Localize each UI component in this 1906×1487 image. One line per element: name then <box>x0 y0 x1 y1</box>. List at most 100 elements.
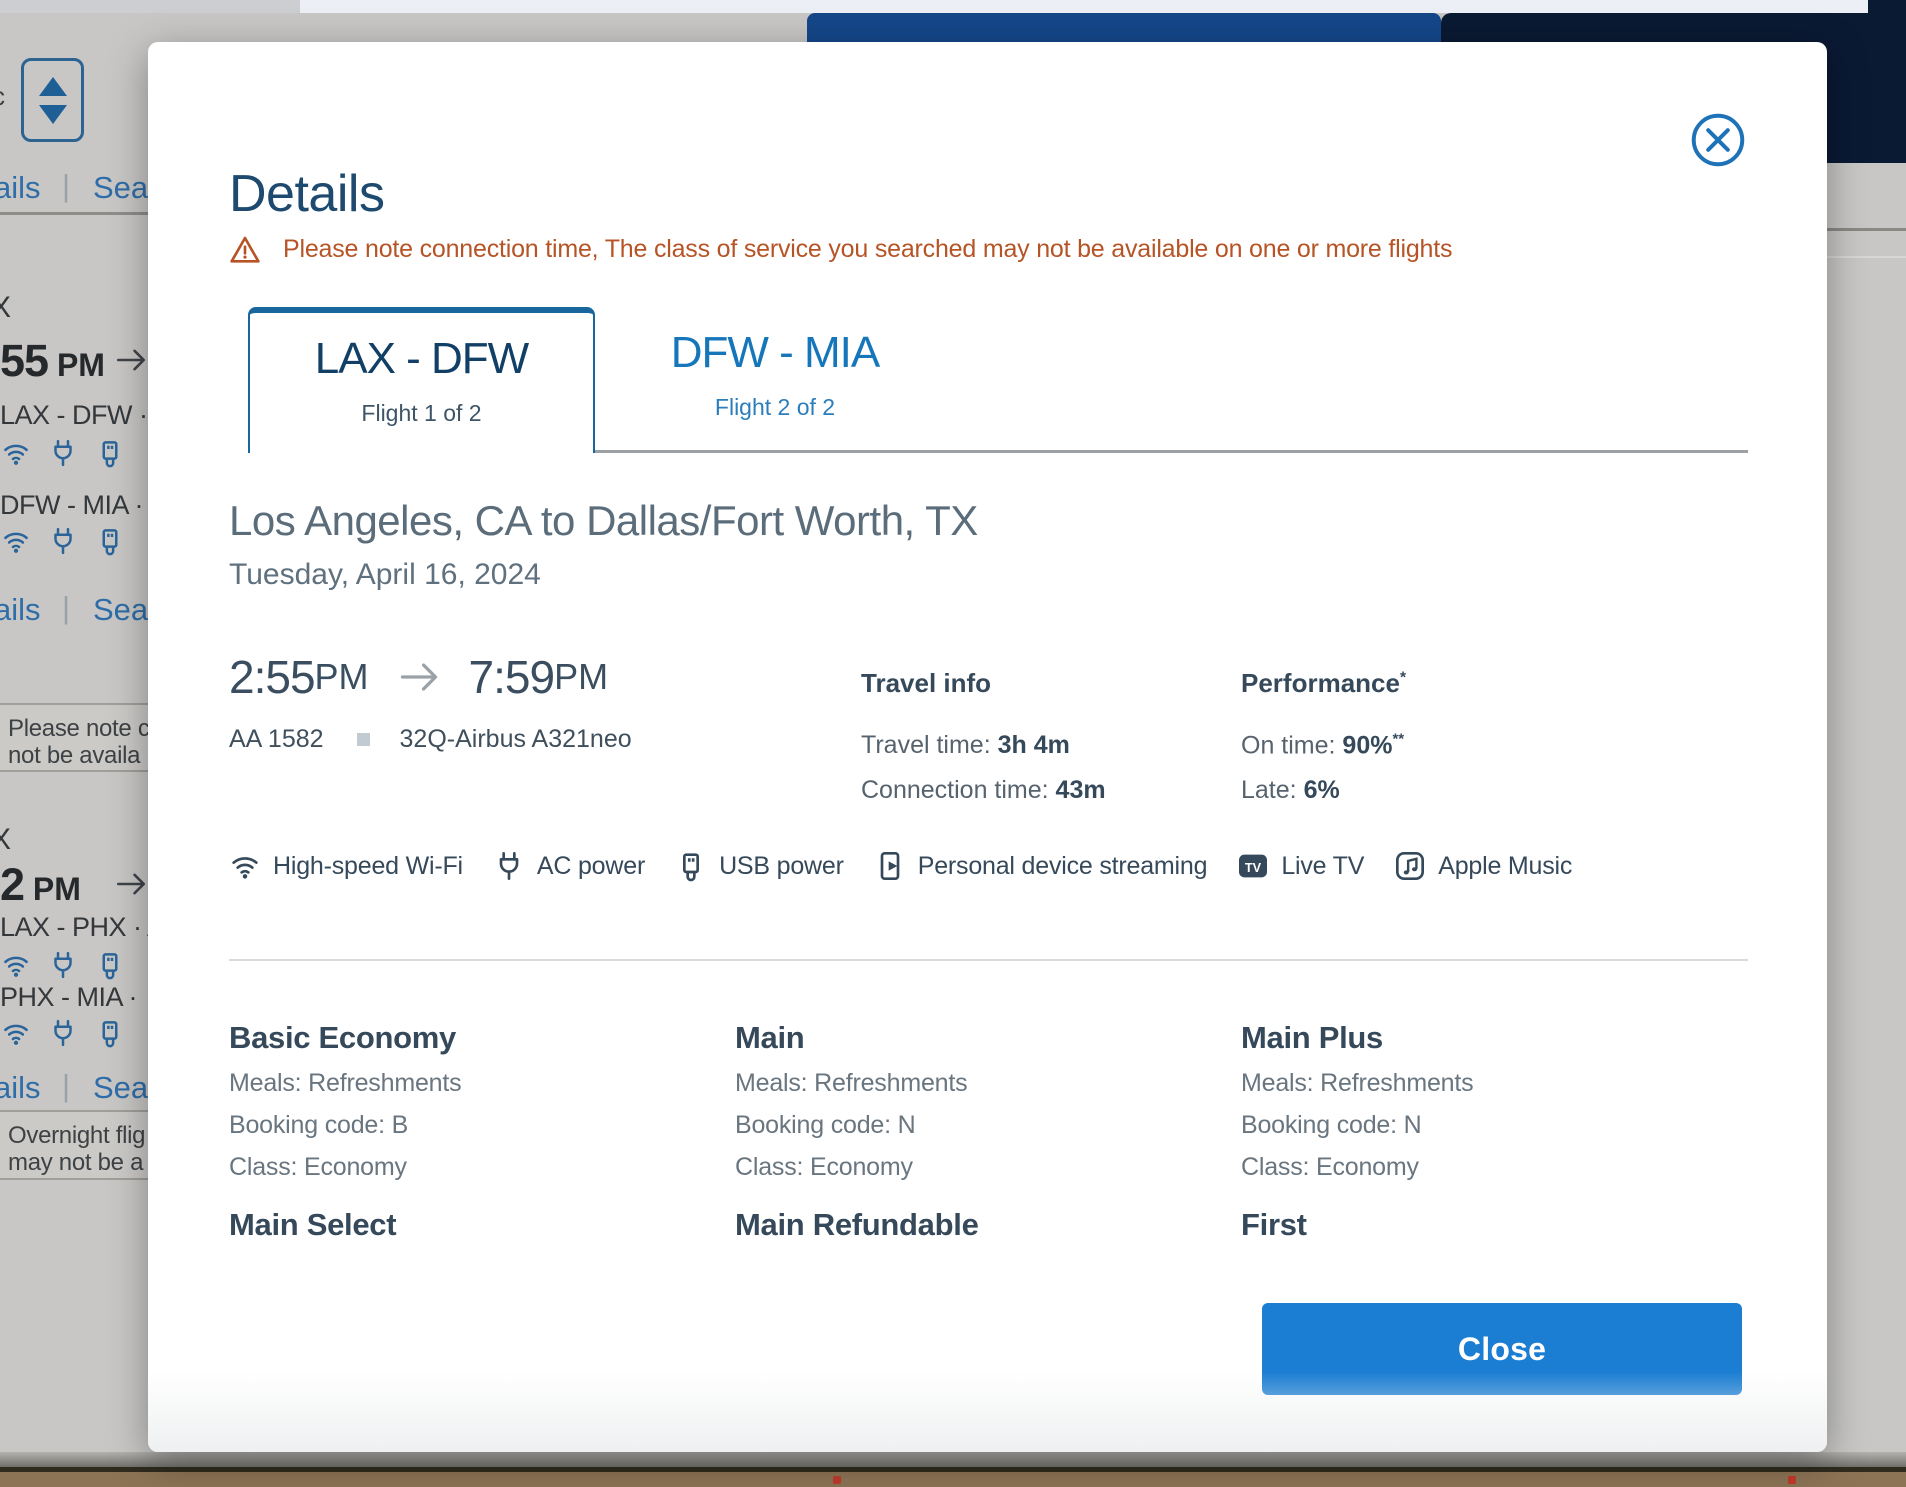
arrow-right-icon <box>397 655 441 699</box>
apple-music-icon <box>1394 850 1426 882</box>
bg-results-column: c ails | Seat X 55 PM LAX - DFW · DFW - … <box>0 13 148 1473</box>
bg-link-divider: | <box>62 590 71 625</box>
bg-top-strip <box>300 0 1868 13</box>
device-streaming-icon <box>874 850 906 882</box>
fare-main: Main Meals: Refreshments Booking code: N… <box>735 1020 968 1181</box>
bg-details-link[interactable]: ails <box>0 170 41 205</box>
amenity-wifi: High-speed Wi-Fi <box>229 850 463 882</box>
close-icon[interactable] <box>1690 112 1746 168</box>
section-divider <box>229 959 1748 961</box>
travel-info-column: Travel info Travel time: 3h 4m Connectio… <box>861 668 1251 805</box>
flight-tabs: LAX - DFW Flight 1 of 2 DFW - MIA Flight… <box>148 307 1827 453</box>
warning-icon <box>229 234 261 266</box>
tab-route-label: LAX - DFW <box>314 334 529 383</box>
bg-navy-corner <box>1868 0 1906 13</box>
performance-column: Performance* On time: 90%** Late: 6% <box>1241 668 1631 805</box>
stepper-up-icon[interactable] <box>38 76 67 96</box>
amenities-row: High-speed Wi-Fi AC power USB power Pers… <box>229 850 1572 882</box>
passenger-stepper[interactable] <box>21 58 84 142</box>
bg-link-divider: | <box>62 1068 71 1103</box>
modal-body: Details Please note connection time, The… <box>148 42 1827 1236</box>
bg-flight1-time: 55 <box>0 335 49 386</box>
bg-partial-glyph: c <box>0 81 5 112</box>
bg-partial-text: X <box>0 291 12 324</box>
wifi-icon <box>1 950 31 980</box>
fare-first: First <box>1241 1207 1307 1236</box>
wifi-icon <box>229 850 261 882</box>
bg-flight1-route-a: LAX - DFW · <box>0 400 148 430</box>
flight-number: AA 1582 <box>229 725 324 753</box>
arrow-right-icon <box>114 343 148 377</box>
bg-seats-link[interactable]: Seat <box>93 170 148 205</box>
taskbar-strip <box>0 1472 1906 1487</box>
departure-meridiem: PM <box>314 656 369 697</box>
amenity-live-tv: TV Live TV <box>1237 850 1364 882</box>
stepper-down-icon[interactable] <box>38 104 67 124</box>
bg-flight2-meridiem: PM <box>24 871 81 907</box>
aircraft-type: 32Q-Airbus A321neo <box>399 725 632 753</box>
wifi-icon <box>1 1018 31 1048</box>
connection-warning: Please note connection time, The class o… <box>229 232 1452 266</box>
bg-flight1-route-b: DFW - MIA · <box>0 490 143 520</box>
bg-header-blue-bar <box>807 13 1441 43</box>
svg-text:TV: TV <box>1245 861 1262 875</box>
bg-seats-link[interactable]: Seat <box>93 1070 148 1105</box>
ac-power-icon <box>493 850 525 882</box>
separator-square <box>356 733 370 746</box>
bg-seats-link[interactable]: Seat <box>93 592 148 627</box>
amenity-apple-music: Apple Music <box>1394 850 1572 882</box>
fare-main-refundable: Main Refundable <box>735 1207 979 1236</box>
wifi-icon <box>1 526 31 556</box>
amenity-device-streaming: Personal device streaming <box>874 850 1208 882</box>
amenity-usb-power: USB power <box>675 850 844 882</box>
fare-basic-economy: Basic Economy Meals: Refreshments Bookin… <box>229 1020 462 1181</box>
tab-route-label: DFW - MIA <box>670 328 881 377</box>
live-tv-icon: TV <box>1239 854 1268 878</box>
usb-power-icon <box>95 1018 125 1048</box>
travel-info-heading: Travel info <box>861 668 992 698</box>
close-button[interactable]: Close <box>1262 1303 1742 1395</box>
bg-details-link[interactable]: ails <box>0 592 41 627</box>
fare-main-select: Main Select <box>229 1207 397 1236</box>
bg-details-link[interactable]: ails <box>0 1070 41 1105</box>
tab-flight-label: Flight 1 of 2 <box>361 400 482 426</box>
bg-top-strip-left <box>0 0 300 13</box>
fare-main-plus: Main Plus Meals: Refreshments Booking co… <box>1241 1020 1474 1181</box>
tab-dfw-mia[interactable]: DFW - MIA Flight 2 of 2 <box>595 307 955 453</box>
arrow-right-icon <box>114 867 148 901</box>
usb-power-icon <box>95 950 125 980</box>
bg-notice-band: Please note c not be availa <box>0 703 148 772</box>
bg-link-divider: | <box>62 168 71 203</box>
bg-flight2-route-b: PHX - MIA · <box>0 982 138 1012</box>
bg-bottom-shadow <box>0 1452 1906 1468</box>
modal-title: Details <box>229 165 385 223</box>
departure-time: 2:55 <box>229 651 316 703</box>
tab-underline <box>595 450 1748 453</box>
bg-notice-band: Overnight flig may not be a <box>0 1110 148 1180</box>
route-heading: Los Angeles, CA to Dallas/Fort Worth, TX <box>229 497 978 544</box>
ac-power-icon <box>48 1018 78 1048</box>
bg-right-seam <box>1827 256 1906 258</box>
bg-divider <box>0 212 148 215</box>
warning-text: Please note connection time, The class o… <box>283 235 1453 263</box>
ac-power-icon <box>48 526 78 556</box>
flight-times: 2:55 PM 7:59 PM <box>229 650 608 704</box>
flight-identity: AA 1582 32Q-Airbus A321neo <box>229 725 632 754</box>
taskbar-speck <box>833 1476 841 1484</box>
tab-lax-dfw[interactable]: LAX - DFW Flight 1 of 2 <box>248 307 595 453</box>
usb-power-icon <box>675 850 707 882</box>
wifi-icon <box>1 438 31 468</box>
bg-partial-text: X <box>0 823 12 856</box>
taskbar-speck <box>1788 1476 1796 1484</box>
bg-flight2-route-a: LAX - PHX · A <box>0 912 148 942</box>
arrival-time: 7:59 <box>468 651 556 703</box>
performance-heading: Performance* <box>1241 668 1407 698</box>
usb-power-icon <box>95 438 125 468</box>
bg-right-seam <box>1827 228 1906 231</box>
arrival-meridiem: PM <box>554 656 609 697</box>
flight-details-modal: Details Please note connection time, The… <box>148 42 1827 1452</box>
usb-power-icon <box>95 526 125 556</box>
bg-flight1-meridiem: PM <box>48 347 105 383</box>
ac-power-icon <box>48 438 78 468</box>
